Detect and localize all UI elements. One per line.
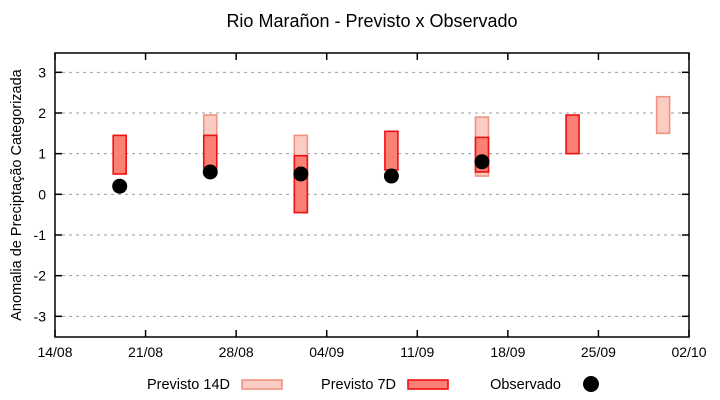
x-tick-label: 25/09 [581, 344, 616, 360]
plot-border [54, 52, 690, 338]
y-tick-label: -2 [34, 268, 47, 284]
legend-label-previsto-14d: Previsto 14D [147, 377, 230, 393]
legend-marker-observado [583, 376, 599, 392]
y-tick-label: -1 [34, 227, 47, 243]
plot-area: -3 -2 -1 0 1 2 3 14/08 21/08 28/08 04/09 11/09 18/09… [34, 52, 707, 360]
x-tick-label: 02/10 [671, 344, 706, 360]
observado-dot [202, 164, 218, 180]
observado-dot [112, 178, 128, 194]
x-tick-label: 11/09 [400, 344, 434, 360]
previsto-7d-box [112, 134, 127, 175]
y-tick-label: -3 [34, 308, 47, 324]
previsto-14d-box [655, 95, 671, 135]
y-tick-label: 0 [38, 186, 46, 202]
x-tick-label: 28/08 [219, 344, 254, 360]
y-tick-label: 2 [38, 105, 46, 121]
x-tick-label: 18/09 [490, 344, 525, 360]
previsto-7d-box [565, 114, 580, 155]
observado-dot [293, 166, 309, 182]
previsto-7d-box [202, 134, 218, 169]
legend-swatch-previsto-14d [241, 379, 283, 390]
previsto-7d-box [293, 154, 309, 214]
y-tick-label: 1 [38, 146, 46, 162]
legend-label-previsto-7d: Previsto 7D [321, 377, 396, 393]
x-tick-label: 04/09 [309, 344, 344, 360]
x-tick-label: 14/08 [37, 344, 72, 360]
chart-title: Rio Marañon - Previsto x Observado [226, 11, 517, 31]
legend-swatch-previsto-7d [407, 379, 449, 390]
y-axis-label: Anomalia de Preciptação Categorizada [9, 68, 25, 320]
x-tick-label: 21/08 [128, 344, 163, 360]
observado-dot [474, 154, 490, 170]
legend: Previsto 14D Previsto 7D Observado [147, 376, 599, 393]
y-tick-label: 3 [38, 64, 46, 80]
observado-dot [383, 168, 399, 184]
previsto-7d-box [384, 130, 399, 171]
legend-label-observado: Observado [490, 377, 561, 393]
